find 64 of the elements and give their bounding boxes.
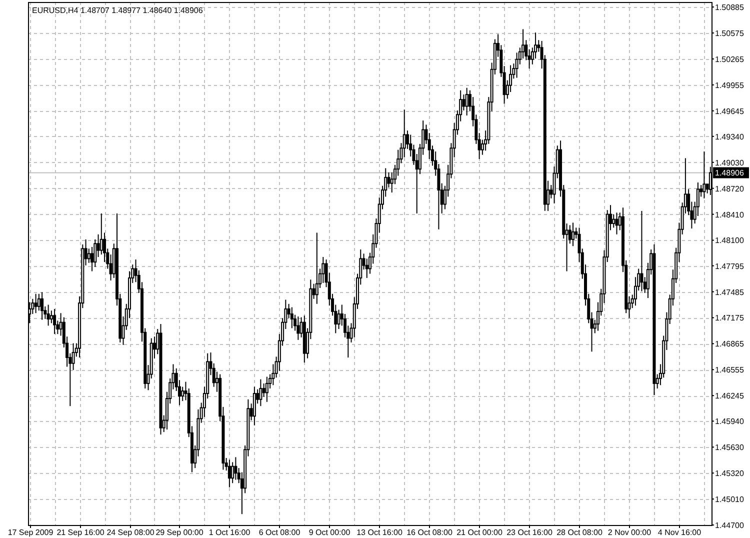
candlestick [94, 238, 97, 268]
candlestick [90, 246, 94, 272]
ref-line-label: 1.48906 [715, 168, 744, 178]
candlestick [290, 306, 294, 329]
candlestick [615, 212, 618, 235]
y-tick-label: 1.45010 [715, 495, 744, 504]
x-tick-label: 1 Oct 16:00 [208, 528, 251, 537]
y-tick-label: 1.45940 [715, 417, 744, 426]
y-tick-label: 1.48720 [715, 184, 744, 194]
x-tick-label: 21 Oct 00:00 [456, 528, 503, 537]
candlestick [87, 248, 90, 264]
candlestick [462, 94, 466, 111]
x-tick-label: 4 Nov 16:00 [658, 528, 702, 537]
candlestick [612, 214, 616, 228]
y-tick-label: 1.49030 [715, 158, 744, 168]
candlestick [265, 376, 268, 402]
candlestick [100, 212, 103, 255]
y-tick-label: 1.50265 [715, 54, 744, 64]
x-tick-label: 9 Oct 00:00 [308, 528, 351, 537]
candlestick [228, 459, 231, 488]
candlestick [259, 378, 262, 407]
y-tick-label: 1.50885 [715, 3, 744, 12]
y-tick-label: 1.45630 [715, 443, 744, 452]
candlestick [37, 293, 40, 312]
y-tick-label: 1.49340 [715, 132, 744, 142]
x-tick-label: 24 Sep 08:00 [106, 528, 155, 537]
x-tick-label: 13 Oct 16:00 [356, 528, 403, 537]
x-tick-label: 16 Oct 08:00 [406, 528, 453, 537]
x-tick-label: 29 Sep 00:00 [156, 528, 204, 537]
candlestick [181, 386, 184, 402]
y-tick-label: 1.47485 [715, 288, 744, 297]
chart-title: EURUSD,H4 1.48707 1.48977 1.48640 1.48906 [32, 6, 204, 15]
y-tick-label: 1.47795 [715, 262, 744, 271]
candlestick [50, 310, 53, 324]
x-tick-label: 28 Oct 08:00 [556, 528, 603, 537]
y-tick-label: 1.50575 [715, 28, 744, 38]
y-tick-label: 1.45320 [715, 469, 744, 478]
candlestick [46, 304, 50, 326]
candlestick [53, 308, 56, 335]
x-tick-label: 23 Oct 16:00 [506, 528, 553, 537]
x-tick-label: 6 Oct 08:00 [258, 528, 301, 537]
candlestick [34, 293, 38, 314]
y-tick-label: 1.49645 [715, 106, 744, 116]
y-tick-label: 1.46865 [715, 340, 744, 349]
y-tick-label: 1.46555 [715, 366, 744, 375]
x-tick-label: 17 Sep 2009 [8, 528, 54, 537]
candlestick [315, 232, 318, 304]
y-tick-label: 1.46245 [715, 392, 744, 401]
candlestick [702, 150, 706, 199]
y-tick-label: 1.49955 [715, 80, 744, 90]
x-tick-label: 21 Sep 16:00 [56, 528, 105, 537]
y-tick-label: 1.48100 [715, 236, 744, 246]
y-tick-label: 1.44700 [715, 521, 744, 530]
candlestick [296, 316, 300, 340]
y-tick-label: 1.48410 [715, 210, 744, 220]
candlestick [465, 87, 468, 116]
candlestick [234, 456, 238, 480]
candlestick [262, 382, 266, 398]
y-tick-label: 1.47175 [715, 314, 744, 323]
candlestick [252, 386, 256, 426]
candlestick [640, 210, 644, 292]
candlestick [40, 292, 44, 320]
x-tick-label: 2 Nov 00:00 [608, 528, 652, 537]
candlestick [572, 222, 575, 247]
